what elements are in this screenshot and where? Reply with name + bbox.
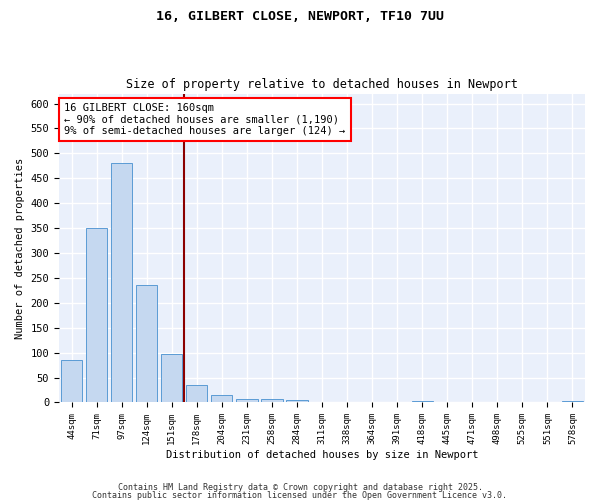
Bar: [161, 354, 182, 403]
Text: Contains HM Land Registry data © Crown copyright and database right 2025.: Contains HM Land Registry data © Crown c…: [118, 484, 482, 492]
Bar: [562, 401, 583, 402]
Bar: [286, 400, 308, 402]
Text: 16, GILBERT CLOSE, NEWPORT, TF10 7UU: 16, GILBERT CLOSE, NEWPORT, TF10 7UU: [156, 10, 444, 23]
Bar: [412, 401, 433, 402]
Bar: [111, 164, 132, 402]
Bar: [236, 399, 257, 402]
Y-axis label: Number of detached properties: Number of detached properties: [15, 158, 25, 338]
Text: Contains public sector information licensed under the Open Government Licence v3: Contains public sector information licen…: [92, 490, 508, 500]
Bar: [86, 228, 107, 402]
Title: Size of property relative to detached houses in Newport: Size of property relative to detached ho…: [126, 78, 518, 91]
Bar: [136, 286, 157, 403]
Text: 16 GILBERT CLOSE: 160sqm
← 90% of detached houses are smaller (1,190)
9% of semi: 16 GILBERT CLOSE: 160sqm ← 90% of detach…: [64, 103, 346, 136]
Bar: [61, 360, 82, 403]
Bar: [211, 395, 232, 402]
Bar: [261, 399, 283, 402]
X-axis label: Distribution of detached houses by size in Newport: Distribution of detached houses by size …: [166, 450, 478, 460]
Bar: [186, 385, 208, 402]
